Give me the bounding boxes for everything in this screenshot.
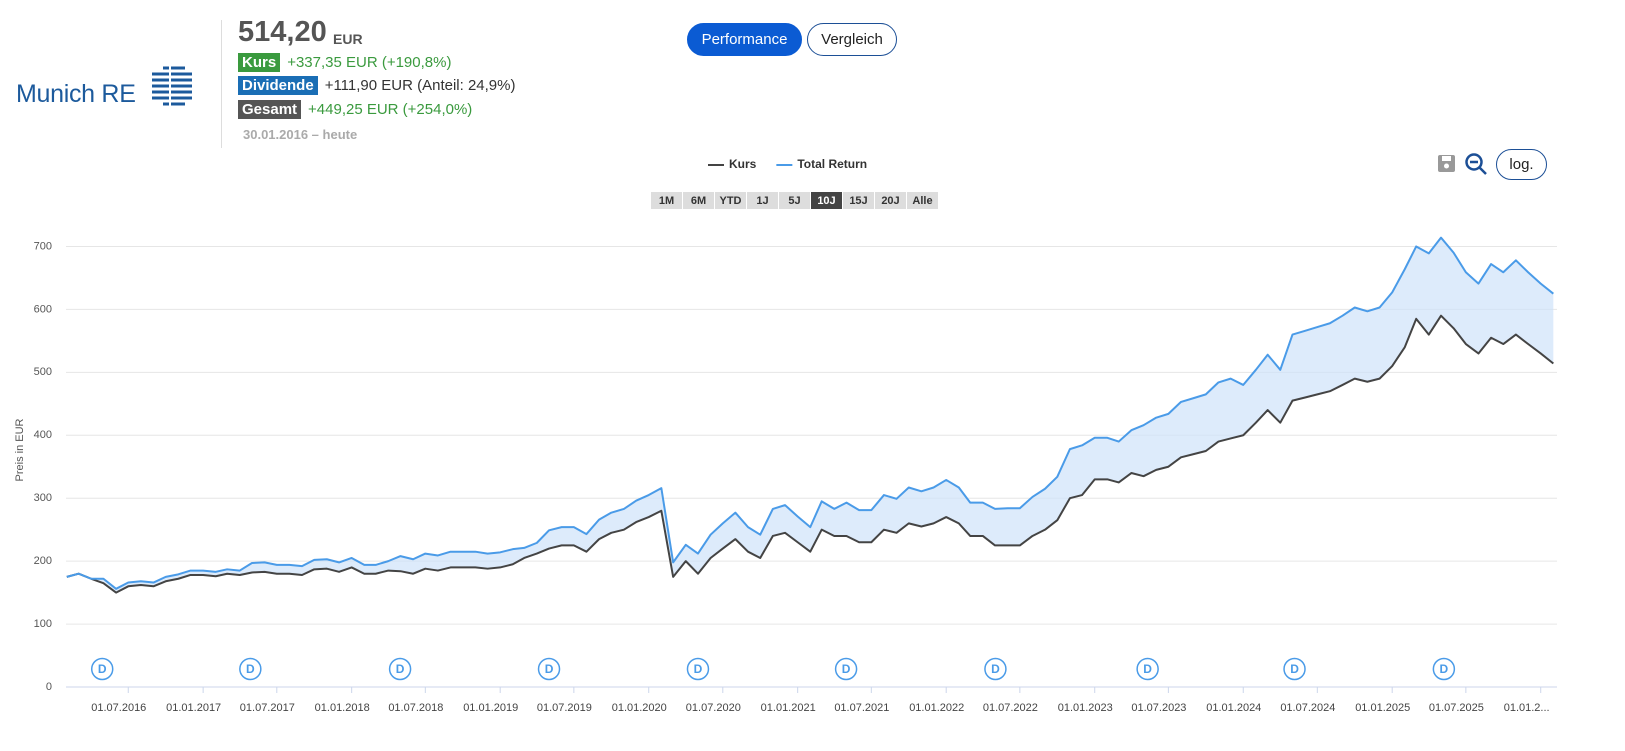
y-axis-title: Preis in EUR [14, 418, 26, 481]
dividend-marker [686, 657, 710, 681]
dividend-label: D [545, 662, 554, 676]
x-tick-label: 01.07.2016 [91, 702, 146, 714]
dividend-marker [388, 657, 412, 681]
dividend-marker [537, 657, 561, 681]
stat-label: Dividende [238, 76, 318, 95]
dividend-marker [90, 657, 114, 681]
x-tick-label: 01.07.2019 [537, 702, 592, 714]
dividend-label: D [246, 662, 255, 676]
range-button[interactable]: 15J [843, 192, 874, 209]
dividend-label: D [1290, 662, 1299, 676]
range-button[interactable]: 6M [683, 192, 714, 209]
range-button[interactable]: Alle [907, 192, 938, 209]
stat-row: Dividende +111,90 EUR (Anteil: 24,9%) [238, 76, 515, 96]
tab-button[interactable]: Performance [687, 23, 802, 56]
range-button[interactable]: 5J [779, 192, 810, 209]
period: 30.01.2016 – heute [243, 127, 358, 142]
dividend-label: D [991, 662, 1000, 676]
x-tick-label: 01.01.2024 [1206, 702, 1261, 714]
dividend-label: D [98, 662, 107, 676]
stat-value: +449,25 EUR (+254,0%) [308, 100, 473, 118]
x-tick-label: 01.07.2017 [240, 702, 295, 714]
x-tick-label: 01.07.2024 [1280, 702, 1335, 714]
y-tick-label: 500 [34, 366, 52, 378]
x-tick-label: 01.07.2022 [983, 702, 1038, 714]
zoom-out-icon[interactable] [1465, 153, 1487, 175]
separator [221, 20, 222, 148]
x-tick-label: 01.01.2025 [1355, 702, 1410, 714]
y-tick-label: 0 [46, 681, 52, 693]
tab-button[interactable]: Vergleich [807, 23, 897, 56]
y-tick-label: 700 [34, 240, 52, 252]
dividend-marker [1136, 657, 1159, 681]
x-tick-label: 01.07.2021 [834, 702, 889, 714]
log-button[interactable]: log. [1496, 149, 1547, 180]
stat-label: Kurs [238, 52, 281, 72]
dividend-label: D [694, 662, 703, 676]
y-tick-label: 200 [34, 555, 52, 567]
stat-row: Kurs +337,35 EUR (+190,8%) [238, 52, 451, 72]
legend-label: Total Return [797, 157, 867, 171]
dividend-marker [984, 657, 1007, 681]
x-tick-label: 01.01.2022 [909, 702, 964, 714]
dividend-marker [1432, 657, 1456, 681]
series-line [66, 314, 1554, 594]
dividend-label: D [1440, 662, 1449, 676]
x-tick-label: 01.01.2023 [1058, 702, 1113, 714]
y-tick-label: 600 [34, 303, 52, 315]
x-tick-label: 01.01.2... [1504, 702, 1550, 714]
save-icon[interactable] [1438, 155, 1455, 172]
band-fill [66, 237, 1554, 593]
dividend-label: D [1143, 662, 1152, 676]
range-button[interactable]: 1M [651, 192, 682, 209]
x-tick-label: 01.01.2017 [166, 702, 221, 714]
y-tick-label: 300 [34, 492, 52, 504]
x-tick-label: 01.01.2019 [463, 702, 518, 714]
dividend-label: D [842, 662, 851, 676]
stat-label: Gesamt [238, 99, 302, 119]
price: 514,20 [238, 16, 327, 48]
x-tick-label: 01.01.2021 [761, 702, 816, 714]
x-tick-label: 01.01.2018 [315, 702, 370, 714]
y-tick-label: 400 [34, 429, 52, 441]
logo-icon [152, 66, 192, 106]
range-button[interactable]: YTD [715, 192, 746, 209]
stat-value: +111,90 EUR (Anteil: 24,9%) [324, 77, 516, 94]
x-tick-label: 01.07.2023 [1131, 702, 1186, 714]
x-tick-label: 01.07.2018 [388, 702, 443, 714]
dividend-marker [834, 657, 858, 681]
range-button[interactable]: 1J [747, 192, 778, 209]
y-tick-label: 100 [34, 618, 52, 630]
logo-text: Munich RE [16, 80, 136, 108]
x-tick-label: 01.01.2020 [612, 702, 667, 714]
stat-row: Gesamt +449,25 EUR (+254,0%) [238, 99, 472, 119]
x-tick-label: 01.07.2025 [1429, 702, 1484, 714]
range-button[interactable]: 10J [811, 192, 842, 209]
range-button[interactable]: 20J [875, 192, 906, 209]
series-line [66, 236, 1554, 590]
dividend-marker [1283, 657, 1306, 681]
currency: EUR [333, 31, 363, 47]
legend-label: Kurs [729, 157, 757, 171]
dividend-label: D [396, 662, 405, 676]
x-tick-label: 01.07.2020 [686, 702, 741, 714]
dividend-marker [239, 657, 262, 681]
stat-value: +337,35 EUR (+190,8%) [287, 53, 452, 71]
